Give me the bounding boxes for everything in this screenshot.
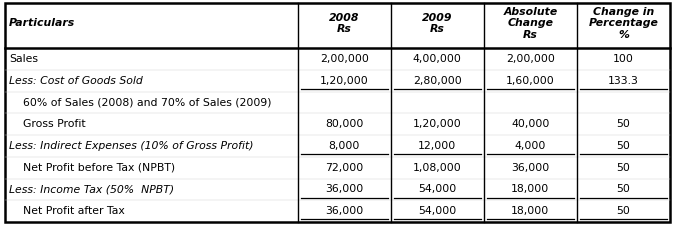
Text: Particulars: Particulars — [9, 18, 75, 29]
Text: 40,000: 40,000 — [511, 119, 549, 129]
Text: 2,80,000: 2,80,000 — [413, 76, 462, 86]
Text: 18,000: 18,000 — [511, 206, 549, 216]
Text: 50: 50 — [616, 163, 630, 173]
Text: 1,20,000: 1,20,000 — [320, 76, 369, 86]
Text: Net Profit before Tax (NPBT): Net Profit before Tax (NPBT) — [9, 163, 175, 173]
Text: 80,000: 80,000 — [325, 119, 363, 129]
Text: Net Profit after Tax: Net Profit after Tax — [9, 206, 125, 216]
Text: Sales: Sales — [9, 54, 38, 64]
Text: Change in
Percentage
%: Change in Percentage % — [589, 7, 658, 40]
Text: Less: Indirect Expenses (10% of Gross Profit): Less: Indirect Expenses (10% of Gross Pr… — [9, 141, 254, 151]
Text: 50: 50 — [616, 141, 630, 151]
Text: 100: 100 — [613, 54, 634, 64]
Text: 2008
Rs: 2008 Rs — [329, 13, 359, 34]
Text: 54,000: 54,000 — [418, 184, 456, 194]
Text: 1,60,000: 1,60,000 — [506, 76, 555, 86]
Text: 12,000: 12,000 — [418, 141, 456, 151]
Text: 8,000: 8,000 — [329, 141, 360, 151]
Text: Less: Income Tax (50%  NPBT): Less: Income Tax (50% NPBT) — [9, 184, 174, 194]
Text: 36,000: 36,000 — [325, 184, 363, 194]
Text: 18,000: 18,000 — [511, 184, 549, 194]
Text: 2,00,000: 2,00,000 — [506, 54, 555, 64]
Text: 1,20,000: 1,20,000 — [413, 119, 462, 129]
Text: 4,00,000: 4,00,000 — [413, 54, 462, 64]
Text: 4,000: 4,000 — [514, 141, 546, 151]
Text: 50: 50 — [616, 206, 630, 216]
Text: Gross Profit: Gross Profit — [9, 119, 86, 129]
Text: 36,000: 36,000 — [511, 163, 549, 173]
Text: 50: 50 — [616, 184, 630, 194]
Text: 2,00,000: 2,00,000 — [320, 54, 369, 64]
Text: 72,000: 72,000 — [325, 163, 363, 173]
Text: 54,000: 54,000 — [418, 206, 456, 216]
Text: 133.3: 133.3 — [608, 76, 639, 86]
Text: Less: Cost of Goods Sold: Less: Cost of Goods Sold — [9, 76, 142, 86]
Text: 2009
Rs: 2009 Rs — [422, 13, 452, 34]
Text: Absolute
Change
Rs: Absolute Change Rs — [504, 7, 558, 40]
Text: 36,000: 36,000 — [325, 206, 363, 216]
Text: 1,08,000: 1,08,000 — [413, 163, 462, 173]
Text: 50: 50 — [616, 119, 630, 129]
Text: 60% of Sales (2008) and 70% of Sales (2009): 60% of Sales (2008) and 70% of Sales (20… — [9, 97, 271, 107]
